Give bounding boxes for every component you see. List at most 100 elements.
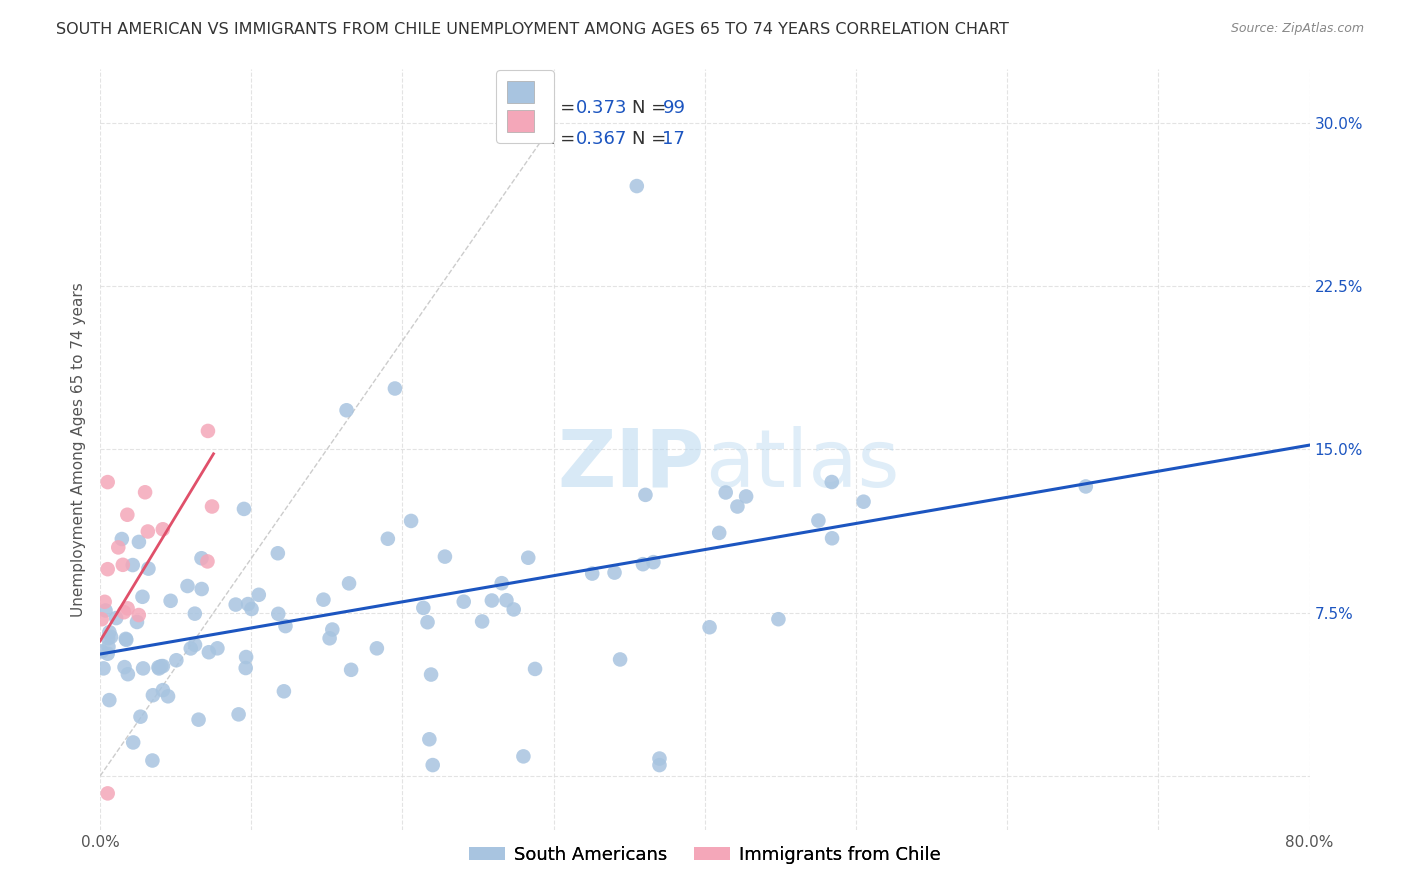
Point xyxy=(197,554,219,568)
Point xyxy=(180,641,202,656)
Point xyxy=(768,612,790,626)
Point xyxy=(128,608,150,623)
Point xyxy=(97,475,120,489)
Point xyxy=(335,403,357,417)
Point xyxy=(377,532,399,546)
Point xyxy=(94,603,117,617)
Point xyxy=(312,592,335,607)
Point xyxy=(512,749,534,764)
Point xyxy=(117,667,139,681)
Point xyxy=(148,661,170,675)
Point xyxy=(273,684,295,698)
Point xyxy=(318,632,340,646)
Point xyxy=(93,661,115,675)
Point xyxy=(495,593,517,607)
Point xyxy=(132,661,155,675)
Point xyxy=(111,532,134,546)
Point xyxy=(157,690,180,704)
Text: ZIP: ZIP xyxy=(558,425,704,504)
Point xyxy=(648,758,671,772)
Point xyxy=(337,576,360,591)
Point xyxy=(114,660,136,674)
Point xyxy=(321,623,343,637)
Point xyxy=(117,508,139,522)
Point xyxy=(134,485,156,500)
Point xyxy=(274,619,297,633)
Point xyxy=(821,531,844,545)
Point xyxy=(152,683,174,698)
Point xyxy=(197,424,219,438)
Point xyxy=(138,561,160,575)
Point xyxy=(97,562,120,576)
Point xyxy=(165,653,187,667)
Text: SOUTH AMERICAN VS IMMIGRANTS FROM CHILE UNEMPLOYMENT AMONG AGES 65 TO 74 YEARS C: SOUTH AMERICAN VS IMMIGRANTS FROM CHILE … xyxy=(56,22,1010,37)
Point xyxy=(152,659,174,673)
Point xyxy=(714,485,737,500)
Point xyxy=(152,522,174,536)
Point xyxy=(225,598,247,612)
Point xyxy=(240,602,263,616)
Point xyxy=(114,632,136,646)
Point xyxy=(100,630,122,644)
Point xyxy=(159,594,181,608)
Point xyxy=(115,632,138,647)
Point xyxy=(112,605,135,619)
Legend: South Americans, Immigrants from Chile: South Americans, Immigrants from Chile xyxy=(461,838,948,871)
Point xyxy=(366,641,388,656)
Point xyxy=(150,659,173,673)
Point xyxy=(643,555,665,569)
Point xyxy=(201,500,224,514)
Point xyxy=(502,602,524,616)
Point xyxy=(631,557,654,571)
Point xyxy=(807,514,830,528)
Text: atlas: atlas xyxy=(704,425,900,504)
Point xyxy=(176,579,198,593)
Text: 17: 17 xyxy=(662,130,685,148)
Point xyxy=(418,732,440,747)
Y-axis label: Unemployment Among Ages 65 to 74 years: Unemployment Among Ages 65 to 74 years xyxy=(72,282,86,617)
Point xyxy=(491,576,513,591)
Point xyxy=(187,713,209,727)
Point xyxy=(699,620,721,634)
Point xyxy=(90,612,112,626)
Point xyxy=(128,535,150,549)
Point xyxy=(236,597,259,611)
Text: R =: R = xyxy=(541,130,581,148)
Point xyxy=(97,640,120,654)
Point xyxy=(267,546,290,560)
Point xyxy=(420,667,443,681)
Point xyxy=(399,514,422,528)
Point xyxy=(1074,479,1097,493)
Text: 0.367: 0.367 xyxy=(575,130,627,148)
Point xyxy=(129,709,152,723)
Text: Source: ZipAtlas.com: Source: ZipAtlas.com xyxy=(1230,22,1364,36)
Point xyxy=(852,494,875,508)
Point xyxy=(412,600,434,615)
Point xyxy=(626,179,648,194)
Point xyxy=(93,595,115,609)
Text: N =: N = xyxy=(633,130,672,148)
Point xyxy=(416,615,439,630)
Point xyxy=(105,611,128,625)
Point xyxy=(235,661,257,675)
Text: 99: 99 xyxy=(662,99,686,117)
Point xyxy=(603,566,626,580)
Point xyxy=(184,638,207,652)
Point xyxy=(267,607,290,621)
Point xyxy=(821,475,844,489)
Point xyxy=(190,582,212,596)
Point xyxy=(481,593,503,607)
Point xyxy=(97,632,120,646)
Point xyxy=(111,558,134,572)
Point xyxy=(648,751,671,765)
Point xyxy=(422,758,444,772)
Point xyxy=(524,662,547,676)
Point xyxy=(98,693,121,707)
Point xyxy=(235,650,257,665)
Point xyxy=(148,660,170,674)
Point xyxy=(207,641,229,656)
Point xyxy=(107,541,129,555)
Point xyxy=(98,625,121,640)
Point xyxy=(233,502,256,516)
Point xyxy=(228,707,250,722)
